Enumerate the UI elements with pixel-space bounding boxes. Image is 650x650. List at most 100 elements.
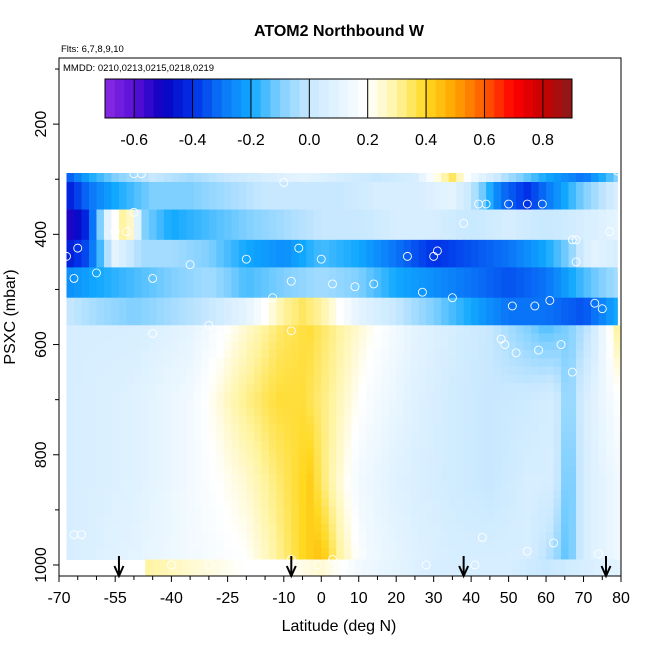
heatmap-cell [253, 474, 262, 483]
heatmap-cell [156, 366, 165, 376]
heatmap-cell [493, 523, 502, 533]
heatmap-cell [426, 556, 435, 561]
heatmap-cell [231, 482, 240, 492]
heatmap-cell [403, 325, 412, 335]
observation-point [477, 532, 487, 542]
heatmap-cell [171, 366, 180, 376]
heatmap-cell [66, 416, 75, 426]
heatmap-cell [216, 482, 225, 492]
x-tick-label: 40 [462, 590, 480, 607]
heatmap-cell [583, 523, 592, 533]
heatmap-cell [336, 540, 345, 550]
heatmap-cell [141, 531, 150, 541]
heatmap-cell [613, 432, 621, 442]
observation-point [286, 326, 296, 336]
heatmap-cell [568, 297, 577, 326]
heatmap-cell [291, 391, 300, 401]
heatmap-cell [381, 209, 390, 241]
heatmap-cell [291, 490, 300, 500]
heatmap-cell [381, 490, 390, 500]
heatmap-cell [103, 407, 113, 417]
heatmap-cell [66, 424, 75, 434]
heatmap-cell [576, 181, 585, 210]
heatmap-cell [486, 325, 495, 335]
x-tick-label: 0 [317, 590, 326, 607]
heatmap-cell [133, 474, 143, 483]
heatmap-cell [328, 540, 337, 550]
heatmap-cell [591, 432, 600, 442]
heatmap-cell [568, 523, 577, 533]
heatmap-cell [276, 490, 285, 500]
heatmap-cell [381, 556, 390, 561]
heatmap-cell [561, 209, 570, 241]
heatmap-cell [291, 407, 300, 417]
heatmap-cell [111, 531, 120, 541]
heatmap-cell [549, 559, 558, 576]
heatmap-cell [358, 181, 367, 210]
heatmap-cell [291, 297, 300, 326]
heatmap-cell [358, 407, 367, 417]
x-axis: -70 -55 -40 -25 -10 0 10 20 30 40 50 60 70 80 [47, 576, 630, 607]
heatmap-cell [568, 416, 577, 426]
heatmap-cell [456, 350, 465, 359]
heatmap-cell [73, 391, 83, 401]
heatmap-cell [163, 239, 172, 268]
heatmap-cell [351, 407, 360, 417]
heatmap-cell [501, 482, 510, 492]
heatmap-cell [606, 297, 615, 326]
heatmap-cell [201, 267, 210, 299]
heatmap-cell [403, 449, 412, 459]
heatmap-cell [261, 540, 270, 550]
heatmap-cell [171, 498, 180, 508]
heatmap-cell [463, 490, 472, 500]
heatmap-cell [66, 341, 75, 351]
heatmap-cell [531, 531, 540, 541]
heatmap-cell [381, 432, 390, 442]
heatmap-cell [148, 374, 158, 384]
heatmap-cell [321, 374, 330, 384]
heatmap-cell [73, 350, 83, 359]
heatmap-cell [516, 540, 525, 550]
heatmap-cell [351, 465, 360, 475]
heatmap-cell [516, 407, 525, 417]
heatmap-cell [321, 424, 330, 434]
colorbar-swatch [153, 79, 164, 118]
heatmap-cell [336, 424, 345, 434]
heatmap-cell [118, 498, 128, 508]
heatmap-cell [276, 482, 285, 492]
heatmap-cell [276, 465, 285, 475]
heatmap-cell [148, 540, 158, 550]
heatmap-cell [253, 358, 262, 368]
heatmap-cell [471, 465, 480, 475]
heatmap-cell [358, 416, 367, 426]
heatmap-cell [463, 181, 472, 210]
heatmap-cell [381, 350, 390, 359]
heatmap-cell [306, 490, 315, 500]
heatmap-cell [531, 239, 540, 268]
heatmap-cell [441, 181, 450, 210]
heatmap-cell [433, 297, 442, 326]
heatmap-cell [448, 239, 457, 268]
heatmap-cell [328, 325, 337, 335]
heatmap-cell [141, 498, 150, 508]
heatmap-cell [343, 209, 352, 241]
heatmap-cell [66, 449, 75, 459]
heatmap-cell [501, 399, 510, 409]
heatmap-cell [381, 383, 390, 392]
heatmap-cell [501, 181, 510, 210]
heatmap-cell [553, 239, 562, 268]
heatmap-cell [568, 424, 577, 434]
heatmap-cell [358, 333, 367, 343]
heatmap-cell [268, 556, 277, 561]
heatmap-cell [381, 531, 390, 541]
heatmap-cell [384, 559, 394, 576]
observation-point [522, 546, 532, 556]
heatmap-cell [291, 482, 300, 492]
heatmap-cell [538, 209, 547, 241]
heatmap-cell [208, 267, 217, 299]
heatmap-cell [96, 540, 105, 550]
heatmap-cell [276, 432, 285, 442]
heatmap-cell [81, 523, 90, 533]
heatmap-cell [291, 333, 300, 343]
heatmap-cell [388, 407, 397, 417]
